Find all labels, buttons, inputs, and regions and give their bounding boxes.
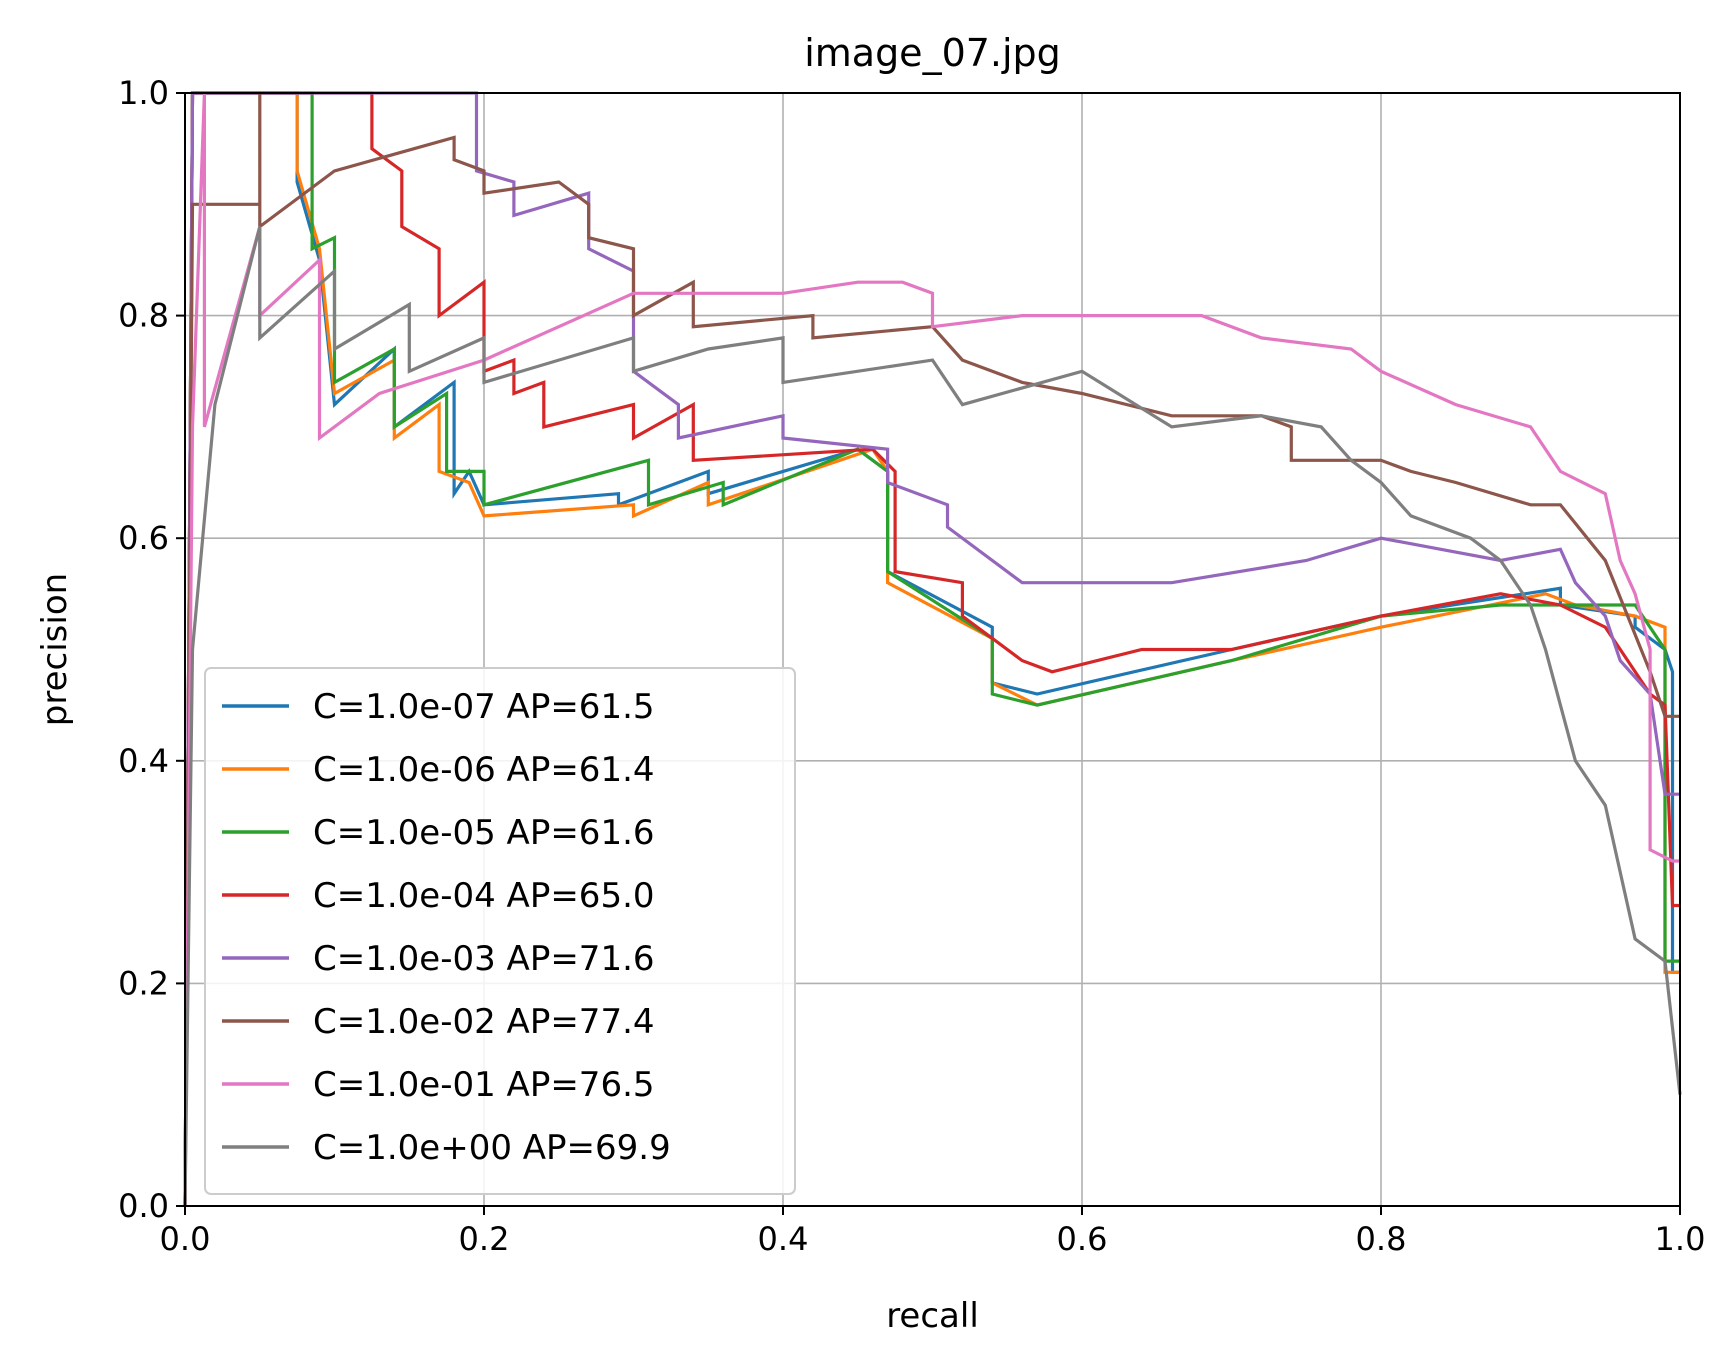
series-line-6 bbox=[183, 93, 1680, 1207]
series-line-2 bbox=[183, 91, 1680, 1207]
y-tick-label: 1.0 bbox=[118, 74, 169, 112]
x-tick-label: 0.0 bbox=[160, 1220, 211, 1258]
legend-label: C=1.0e-07 AP=61.5 bbox=[313, 687, 655, 727]
legend: C=1.0e-07 AP=61.5 C=1.0e-06 AP=61.4 C=1.0e… bbox=[204, 667, 796, 1195]
legend-label: C=1.0e-01 AP=76.5 bbox=[313, 1065, 655, 1105]
y-tick-label: 0.0 bbox=[118, 1187, 169, 1225]
y-tick-label: 0.4 bbox=[118, 742, 169, 780]
series-line-4 bbox=[183, 91, 1680, 1207]
series-lines bbox=[183, 91, 1682, 1207]
x-tick-label: 1.0 bbox=[1655, 1220, 1706, 1258]
y-tick-label: 0.6 bbox=[118, 519, 169, 557]
y-tick-label: 0.8 bbox=[118, 297, 169, 335]
series-line-7 bbox=[183, 92, 1680, 1207]
x-tick-label: 0.6 bbox=[1057, 1220, 1108, 1258]
plot-frame bbox=[184, 92, 1681, 1207]
series-line-3 bbox=[183, 91, 1680, 1207]
y-axis-label: precision bbox=[35, 573, 75, 726]
x-tick-label: 0.4 bbox=[758, 1220, 809, 1258]
x-tick-label: 0.8 bbox=[1356, 1220, 1407, 1258]
chart-title: image_07.jpg bbox=[804, 31, 1061, 75]
legend-label: C=1.0e-05 AP=61.6 bbox=[313, 813, 655, 853]
legend-label: C=1.0e-02 AP=77.4 bbox=[313, 1002, 655, 1042]
legend-label: C=1.0e-06 AP=61.4 bbox=[313, 750, 655, 790]
legend-label: C=1.0e-04 AP=65.0 bbox=[313, 876, 655, 916]
x-tick-label: 0.2 bbox=[459, 1220, 510, 1258]
axis-ticks: 0.0 0.2 0.4 0.6 0.8 1.0 0.0 0.2 0.4 0.6 0.8 1.0 bbox=[118, 74, 1705, 1258]
series-line-8 bbox=[183, 226, 1682, 1207]
legend-label: C=1.0e+00 AP=69.9 bbox=[313, 1128, 671, 1168]
x-axis-label: recall bbox=[886, 1296, 979, 1336]
series-line-5 bbox=[183, 91, 1680, 1207]
legend-label: C=1.0e-03 AP=71.6 bbox=[313, 939, 655, 979]
y-tick-label: 0.2 bbox=[118, 964, 169, 1002]
legend-box bbox=[204, 667, 796, 1195]
